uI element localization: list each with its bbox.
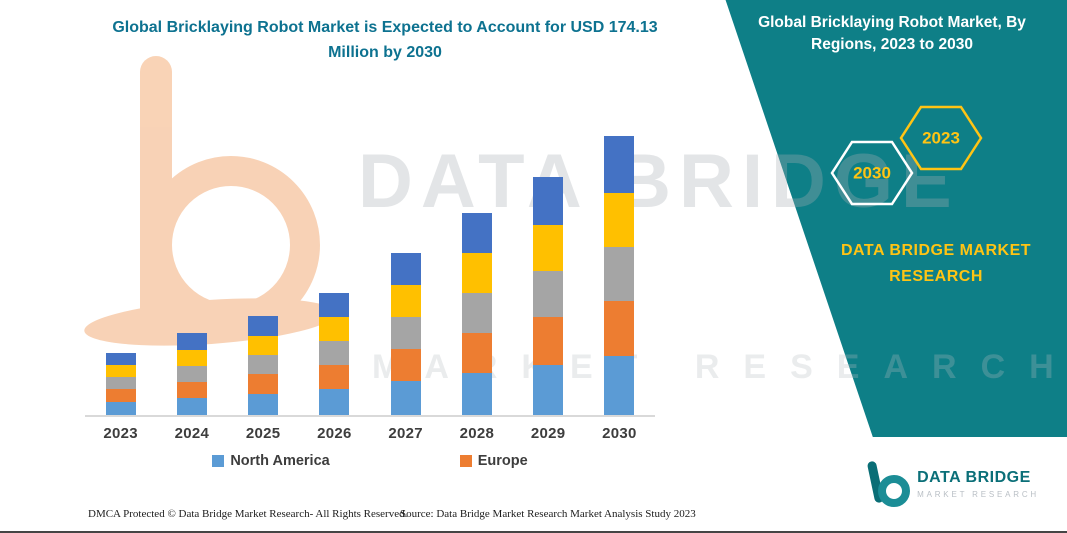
bottom-border-line (0, 531, 1067, 533)
bar-segment (604, 355, 635, 415)
bar-segment (390, 285, 421, 318)
banner-title: Global Bricklaying Robot Market, By Regi… (758, 14, 1026, 54)
bar-segment (461, 213, 492, 254)
bar-segment (176, 382, 207, 399)
x-axis-labels: 2023 2024 2025 2026 2027 2028 2029 2030 (85, 425, 655, 442)
hexagon-2023 (899, 105, 983, 171)
bar-segment (533, 365, 564, 415)
bar-stack (319, 293, 350, 415)
legend-item: Europe (459, 453, 528, 469)
x-axis-label: 2024 (174, 425, 210, 442)
bar-segment (319, 317, 350, 342)
footer-dmca-text: DMCA Protected © Data Bridge Market Rese… (88, 508, 408, 520)
bar-segment (176, 366, 207, 383)
bar-column-2024 (156, 333, 227, 415)
bar-segment (248, 315, 279, 336)
x-axis-label: 2029 (530, 425, 566, 442)
footer-source-text: Source: Data Bridge Market Research Mark… (400, 508, 696, 520)
bar-segment (176, 398, 207, 415)
bar-stack (533, 176, 564, 415)
hexagon-2030 (830, 140, 914, 206)
bar-segment (604, 192, 635, 248)
legend-swatch (459, 455, 472, 467)
bar-column-2026 (299, 293, 370, 415)
bar-segment (461, 333, 492, 374)
bar-column-2029 (513, 176, 584, 415)
bar-segment (390, 349, 421, 382)
bar-segment (176, 333, 207, 351)
bar-segment (533, 176, 564, 225)
bar-stack (390, 253, 421, 415)
bar-segment (319, 293, 350, 318)
bar-segment (319, 341, 350, 366)
bar-segment (105, 353, 136, 366)
legend-label: Europe (477, 453, 528, 469)
legend-label: North America (230, 453, 330, 469)
data-bridge-b-icon (865, 460, 911, 507)
bar-stack (461, 213, 492, 415)
x-axis-label: 2023 (103, 425, 138, 442)
bar-column-2023 (85, 353, 156, 415)
bar-column-2027 (370, 253, 441, 415)
bar-segment (533, 271, 564, 318)
bar-segment (105, 377, 136, 390)
legend-swatch (212, 455, 225, 467)
bar-segment (319, 389, 350, 415)
bar-segment (461, 373, 492, 415)
stacked-bar-chart: 2023 2024 2025 2026 2027 2028 2029 2030 North A… (85, 130, 655, 469)
bar-segment (533, 317, 564, 366)
banner-brand-text: DATA BRIDGE MARKET RESEARCH (840, 242, 1032, 285)
bars-area (85, 130, 655, 417)
bar-stack (604, 136, 635, 415)
bar-segment (461, 293, 492, 334)
hexagon-badges: 2030 2023 (830, 105, 983, 206)
chart-legend: North America Europe (85, 453, 655, 469)
bar-segment (390, 253, 421, 286)
bar-segment (604, 301, 635, 356)
bar-stack (105, 353, 136, 415)
brand-logo-name: DATA BRIDGE (917, 469, 1031, 487)
x-axis-label: 2026 (317, 425, 352, 442)
bar-segment (461, 253, 492, 294)
bar-segment (390, 381, 421, 415)
bar-segment (604, 247, 635, 302)
bar-column-2028 (441, 213, 512, 415)
bar-segment (105, 402, 136, 415)
x-axis-label: 2028 (459, 425, 495, 442)
bar-column-2030 (584, 136, 655, 415)
bar-segment (604, 136, 635, 193)
bar-segment (319, 365, 350, 390)
bar-stack (248, 315, 279, 415)
bar-segment (248, 335, 279, 356)
bar-column-2025 (228, 315, 299, 415)
x-axis-label: 2027 (388, 425, 423, 442)
bar-segment (105, 389, 136, 403)
bar-segment (105, 365, 136, 378)
decorative-b-logo (80, 48, 380, 358)
bar-stack (176, 333, 207, 415)
brand-logo-subtitle: MARKET RESEARCH (917, 489, 1039, 499)
bar-segment (248, 394, 279, 415)
hexagon-2030-label: 2030 (853, 164, 891, 183)
bar-segment (390, 317, 421, 350)
watermark-databridge: DATA BRIDGE (358, 139, 960, 224)
bar-segment (248, 374, 279, 395)
legend-item: North America (212, 453, 330, 469)
x-axis-label: 2025 (245, 425, 281, 442)
bar-segment (176, 350, 207, 367)
bar-segment (248, 355, 279, 375)
brand-logo: DATA BRIDGE MARKET RESEARCH (865, 460, 1039, 507)
x-axis-label: 2030 (602, 425, 637, 442)
hexagon-2023-label: 2023 (922, 129, 960, 148)
bar-segment (533, 224, 564, 272)
page-title: Global Bricklaying Robot Market is Expec… (112, 19, 658, 61)
